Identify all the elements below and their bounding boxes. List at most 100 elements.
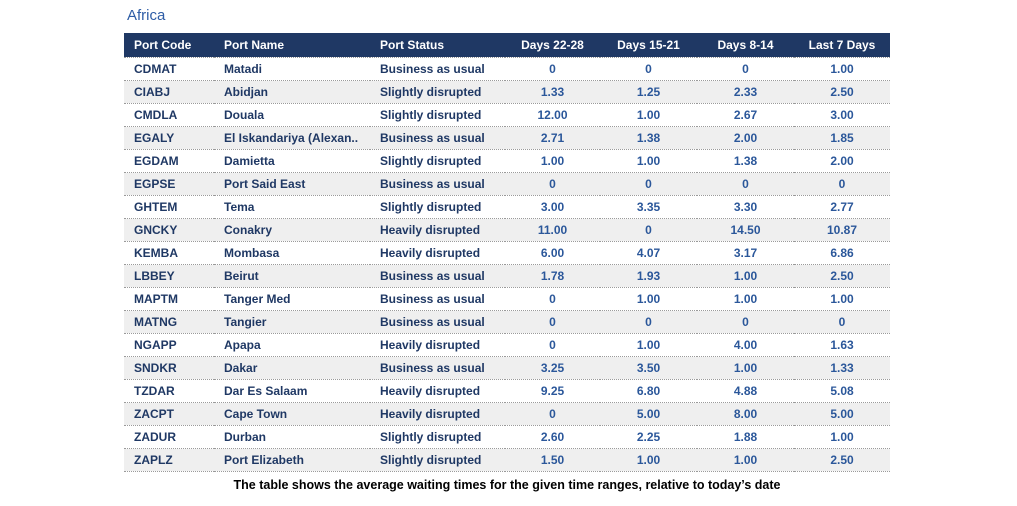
cell-last-7-days: 2.00 (830, 154, 854, 168)
cell-port-code: KEMBA (134, 246, 178, 260)
cell-days-8-14: 1.00 (733, 269, 758, 283)
cell-port-status: Business as usual (380, 292, 485, 306)
cell-days-8-14: 2.67 (733, 108, 758, 122)
ports-waiting-times-table: Port Code Port Name Port Status Days 22-28 D… (124, 33, 890, 472)
table-caption: The table shows the average waiting time… (233, 478, 781, 492)
cell-days-8-14: 8.00 (733, 407, 758, 421)
cell-days-22-28: 1.00 (540, 154, 565, 168)
cell-port-code: LBBEY (134, 269, 175, 283)
table-row: MAPTM Tanger Med Business as usual 0 1.00 1.0… (124, 287, 890, 311)
cell-days-8-14: 2.33 (733, 85, 758, 99)
cell-days-8-14: 3.17 (733, 246, 758, 260)
cell-last-7-days: 0 (838, 315, 846, 329)
cell-last-7-days: 2.50 (830, 453, 854, 467)
cell-port-code: ZACPT (134, 407, 174, 421)
cell-days-22-28: 0 (549, 407, 556, 421)
cell-last-7-days: 1.00 (830, 62, 854, 76)
table-row: EGDAM Damietta Slightly disrupted 1.00 1.00 1… (124, 149, 890, 173)
cell-days-15-21: 1.00 (636, 154, 661, 168)
column-header-port-code[interactable]: Port Code (124, 33, 214, 58)
cell-port-code: NGAPP (134, 338, 177, 352)
cell-days-15-21: 1.93 (636, 269, 661, 283)
cell-last-7-days: 10.87 (826, 223, 858, 237)
column-header-days-8-14[interactable]: Days 8-14 (697, 33, 794, 58)
cell-port-code: EGPSE (134, 177, 176, 191)
cell-port-code: GHTEM (134, 200, 178, 214)
cell-days-22-28: 0 (549, 292, 556, 306)
cell-days-22-28: 6.00 (540, 246, 565, 260)
cell-port-name: Cape Town (224, 407, 288, 421)
cell-port-name: Port Elizabeth (224, 453, 305, 467)
table-row: EGPSE Port Said East Business as usual 0 0 0 0 (124, 172, 890, 196)
cell-days-15-21: 0 (645, 223, 652, 237)
cell-port-status: Heavily disrupted (380, 246, 481, 260)
cell-days-8-14: 1.38 (733, 154, 758, 168)
cell-days-22-28: 2.71 (540, 131, 565, 145)
cell-days-22-28: 1.33 (540, 85, 565, 99)
cell-port-status: Heavily disrupted (380, 407, 481, 421)
cell-port-code: CMDLA (134, 108, 178, 122)
column-header-days-15-21[interactable]: Days 15-21 (600, 33, 697, 58)
cell-port-code: MATNG (134, 315, 178, 329)
cell-port-status: Business as usual (380, 62, 485, 76)
africa-ports-panel: Africa Port Code Port Name Port Status Days… (124, 6, 890, 492)
cell-port-code: EGDAM (134, 154, 179, 168)
column-header-last-7-days[interactable]: Last 7 Days (794, 33, 890, 58)
cell-port-status: Business as usual (380, 361, 485, 375)
cell-port-code: ZADUR (134, 430, 176, 444)
cell-days-8-14: 0 (742, 315, 749, 329)
table-body: CDMAT Matadi Business as usual 0 0 0 1.00 CIABJ… (124, 57, 890, 472)
cell-last-7-days: 2.77 (830, 200, 854, 214)
cell-port-status: Business as usual (380, 177, 485, 191)
table-row: CDMAT Matadi Business as usual 0 0 0 1.00 (124, 57, 890, 81)
cell-port-status: Slightly disrupted (380, 200, 482, 214)
table-row: CMDLA Douala Slightly disrupted 12.00 1.00 2.… (124, 103, 890, 127)
column-header-days-22-28[interactable]: Days 22-28 (505, 33, 600, 58)
cell-days-15-21: 1.00 (636, 338, 661, 352)
cell-days-8-14: 3.30 (733, 200, 758, 214)
cell-days-15-21: 1.00 (636, 453, 661, 467)
table-row: KEMBA Mombasa Heavily disrupted 6.00 4.07 3.1… (124, 241, 890, 265)
cell-days-15-21: 2.25 (636, 430, 661, 444)
cell-last-7-days: 0 (838, 177, 846, 191)
cell-port-status: Slightly disrupted (380, 85, 482, 99)
cell-days-8-14: 4.88 (733, 384, 758, 398)
cell-port-status: Business as usual (380, 269, 485, 283)
cell-days-22-28: 3.25 (540, 361, 565, 375)
cell-last-7-days: 1.33 (830, 361, 854, 375)
cell-last-7-days: 6.86 (830, 246, 854, 260)
cell-days-15-21: 0 (645, 177, 652, 191)
column-header-port-name[interactable]: Port Name (214, 33, 370, 58)
cell-port-status: Heavily disrupted (380, 338, 481, 352)
cell-port-status: Slightly disrupted (380, 154, 482, 168)
table-row: ZADUR Durban Slightly disrupted 2.60 2.25 1.8… (124, 425, 890, 449)
table-row: GNCKY Conakry Heavily disrupted 11.00 0 14.50… (124, 218, 890, 242)
cell-port-status: Business as usual (380, 315, 485, 329)
cell-last-7-days: 1.85 (830, 131, 854, 145)
cell-port-code: EGALY (134, 131, 175, 145)
cell-port-status: Slightly disrupted (380, 453, 482, 467)
cell-days-8-14: 1.00 (733, 453, 758, 467)
cell-port-name: Dar Es Salaam (224, 384, 308, 398)
cell-days-22-28: 1.50 (540, 453, 565, 467)
cell-last-7-days: 5.08 (830, 384, 854, 398)
cell-port-name: El Iskandariya (Alexan.. (224, 131, 359, 145)
cell-last-7-days: 3.00 (830, 108, 854, 122)
table-row: ZACPT Cape Town Heavily disrupted 0 5.00 8.00… (124, 402, 890, 426)
cell-days-22-28: 9.25 (540, 384, 565, 398)
cell-port-name: Durban (224, 430, 266, 444)
page-title: Africa (127, 7, 166, 24)
cell-days-22-28: 12.00 (537, 108, 568, 122)
table-row: GHTEM Tema Slightly disrupted 3.00 3.35 3.30 2… (124, 195, 890, 219)
cell-port-status: Business as usual (380, 131, 485, 145)
cell-days-22-28: 11.00 (537, 223, 568, 237)
cell-days-8-14: 1.00 (733, 292, 758, 306)
cell-days-8-14: 4.00 (733, 338, 758, 352)
cell-port-name: Conakry (224, 223, 273, 237)
table-row: EGALY El Iskandariya (Alexan.. Business as… (124, 126, 890, 150)
table-row: MATNG Tangier Business as usual 0 0 0 0 (124, 310, 890, 334)
cell-days-8-14: 1.88 (733, 430, 758, 444)
cell-port-code: ZAPLZ (134, 453, 173, 467)
cell-days-15-21: 1.00 (636, 292, 661, 306)
column-header-port-status[interactable]: Port Status (370, 33, 505, 58)
